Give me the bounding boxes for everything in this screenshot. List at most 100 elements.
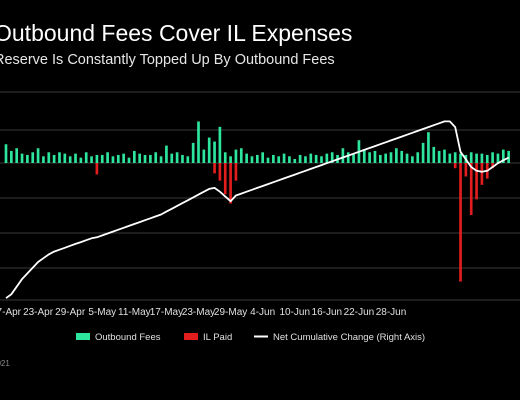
x-tick-label: 28-Jun	[376, 307, 407, 318]
x-tick-label: 22-Jun	[344, 307, 375, 318]
fee-bar	[437, 150, 441, 163]
fee-bar	[31, 152, 35, 163]
fee-bar	[373, 150, 377, 163]
fee-bar	[175, 152, 179, 163]
il-bar	[469, 163, 473, 215]
fee-bar	[298, 154, 302, 163]
fee-bar	[90, 156, 93, 163]
fee-bar	[405, 153, 409, 163]
legend-swatch	[76, 333, 90, 340]
fee-bar	[181, 154, 184, 163]
il-bar	[95, 163, 99, 175]
fee-bar	[282, 153, 286, 163]
fee-bar	[325, 153, 329, 163]
fee-bar	[239, 148, 243, 163]
fee-bar	[459, 153, 462, 163]
fee-bar	[197, 121, 200, 163]
fee-bar	[400, 150, 404, 163]
fee-bar	[84, 152, 88, 163]
fee-bar	[52, 154, 56, 163]
fee-bar	[100, 154, 104, 163]
fee-bar	[143, 154, 147, 163]
il-bar	[475, 163, 478, 200]
fee-bar	[352, 153, 355, 163]
il-bar	[213, 163, 216, 174]
x-tick-label: 16-Jun	[312, 307, 343, 318]
fee-bar	[36, 148, 40, 163]
fee-bar	[47, 152, 51, 163]
fee-bar	[207, 137, 211, 163]
fee-bar	[443, 149, 446, 163]
fee-bar	[202, 149, 206, 163]
grid-lines	[0, 91, 520, 301]
fee-bar	[223, 152, 227, 163]
fee-bar	[491, 152, 494, 163]
fee-bar	[20, 153, 24, 163]
x-tick-label: 17-May	[150, 307, 183, 318]
fee-bar	[79, 157, 83, 163]
fee-bar	[314, 154, 318, 163]
fee-bar	[362, 149, 366, 163]
il-bar	[223, 163, 227, 195]
fee-bar	[330, 152, 334, 163]
fee-bar	[111, 156, 115, 163]
fee-bar	[191, 142, 195, 163]
fee-bar	[384, 153, 387, 163]
il-bar	[480, 163, 484, 185]
fee-bar	[272, 154, 275, 163]
fee-bar	[127, 157, 131, 163]
fee-bar	[368, 152, 371, 163]
fee-bar	[218, 126, 222, 163]
fee-bar	[95, 154, 99, 163]
x-tick-label: 23-Apr	[23, 307, 54, 318]
fee-bar	[165, 145, 168, 163]
il-bar	[464, 163, 468, 177]
fee-bar	[485, 154, 489, 163]
x-tick-label: 23-May	[182, 307, 215, 318]
fee-bar	[416, 152, 420, 163]
legend-label: Outbound Fees	[95, 332, 161, 343]
fee-bar	[266, 157, 270, 163]
footnote: 2021	[0, 359, 10, 368]
fee-bar	[159, 156, 163, 163]
fee-bar	[448, 153, 452, 163]
fee-bar	[507, 150, 510, 163]
fee-bar	[133, 150, 136, 163]
fee-bar	[245, 153, 248, 163]
fee-bar	[15, 148, 19, 163]
fee-bar	[288, 156, 291, 163]
chart-title: Outbound Fees Cover IL Expenses	[0, 20, 353, 46]
x-axis: 17-Apr23-Apr29-Apr5-May11-May17-May23-Ma…	[0, 307, 406, 318]
fee-bar	[395, 148, 398, 163]
il-bar	[218, 163, 222, 181]
il-bar	[459, 163, 462, 282]
fee-bar	[346, 152, 350, 163]
fee-bar	[475, 153, 478, 163]
fee-bar	[309, 153, 313, 163]
chart-subtitle: Reserve Is Constantly Topped Up By Outbo…	[0, 52, 335, 68]
legend-swatch	[184, 333, 198, 340]
fee-bar	[149, 154, 152, 163]
legend: Outbound Fees IL Paid Net Cumulative Chang…	[76, 332, 425, 343]
fee-bar	[320, 156, 323, 163]
fee-bar	[170, 153, 174, 163]
fee-bar	[234, 149, 238, 163]
fee-bar	[42, 156, 45, 163]
fee-bar	[421, 142, 425, 163]
fee-bar	[480, 153, 484, 163]
fee-bar	[378, 154, 382, 163]
fee-bar	[116, 154, 120, 163]
fee-bar	[213, 141, 216, 163]
x-tick-label: 17-Apr	[0, 307, 22, 318]
fee-bar	[304, 156, 307, 163]
fee-bar	[186, 156, 190, 163]
fee-bar	[229, 156, 232, 163]
il-bar	[491, 163, 494, 169]
fee-bar	[4, 144, 8, 163]
fee-bar	[277, 156, 281, 163]
x-tick-label: 10-Jun	[279, 307, 310, 318]
fee-bar	[432, 146, 436, 163]
legend-label: Net Cumulative Change (Right Axis)	[273, 332, 425, 343]
fee-bar	[154, 152, 158, 163]
